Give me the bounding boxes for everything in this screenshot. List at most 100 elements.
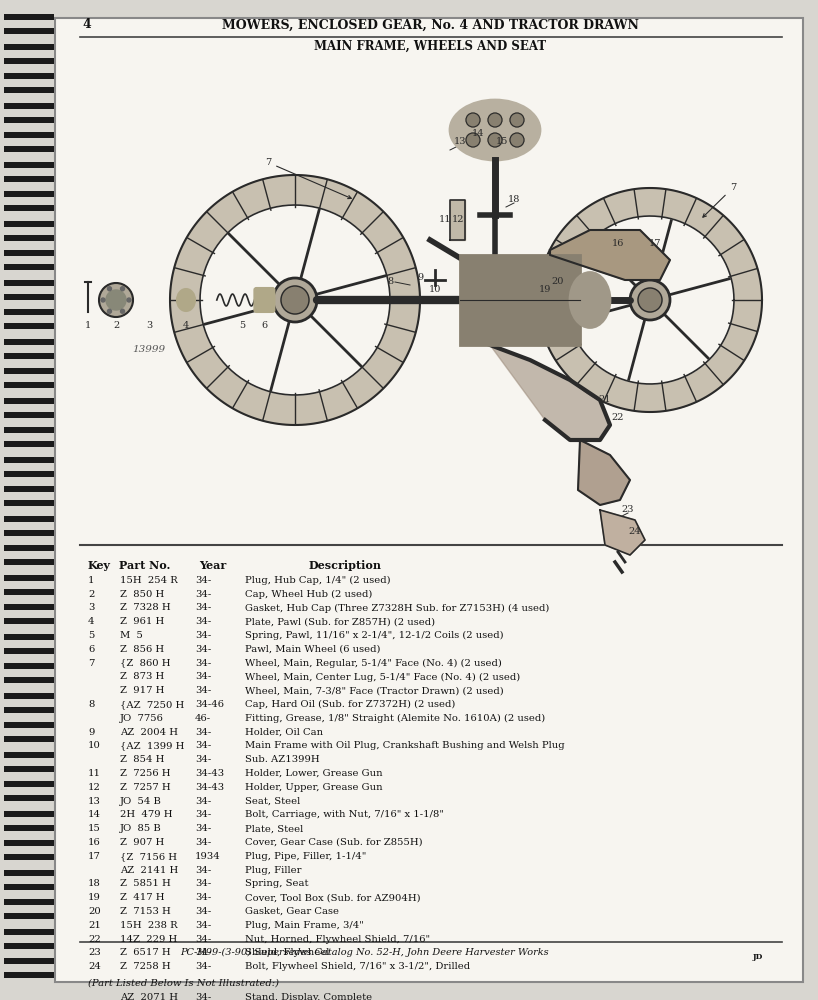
Text: 34-: 34-: [195, 907, 211, 916]
Text: Z  850 H: Z 850 H: [120, 590, 164, 599]
Bar: [4, 640, 54, 648]
Bar: [4, 610, 54, 618]
Bar: [4, 492, 54, 500]
Circle shape: [101, 298, 105, 302]
Bar: [4, 905, 54, 913]
Text: Plate, Steel: Plate, Steel: [245, 824, 303, 833]
Text: 2H  479 H: 2H 479 H: [120, 810, 173, 819]
Text: 23: 23: [88, 948, 101, 957]
Polygon shape: [490, 345, 610, 440]
Text: 15: 15: [88, 824, 101, 833]
Text: 34-: 34-: [195, 838, 211, 847]
Text: Plate, Pawl (Sub. for Z857H) (2 used): Plate, Pawl (Sub. for Z857H) (2 used): [245, 617, 435, 626]
Text: 34-: 34-: [195, 866, 211, 875]
Text: JO  54 B: JO 54 B: [120, 797, 162, 806]
Bar: [4, 309, 54, 329]
Text: Description: Description: [308, 560, 381, 571]
Bar: [4, 840, 54, 860]
Text: 21: 21: [599, 395, 611, 404]
Polygon shape: [200, 205, 390, 395]
Circle shape: [488, 133, 502, 147]
Text: 2: 2: [88, 590, 94, 599]
Circle shape: [273, 278, 317, 322]
Bar: [4, 698, 54, 706]
Text: Holder, Lower, Grease Gun: Holder, Lower, Grease Gun: [245, 769, 383, 778]
Text: 1934: 1934: [195, 852, 221, 861]
Text: AZ  2004 H: AZ 2004 H: [120, 728, 178, 737]
Bar: [4, 250, 54, 270]
Text: MAIN FRAME, WHEELS AND SEAT: MAIN FRAME, WHEELS AND SEAT: [314, 39, 546, 52]
Text: 34-: 34-: [195, 810, 211, 819]
Text: Z  917 H: Z 917 H: [120, 686, 164, 695]
Text: 34-: 34-: [195, 645, 211, 654]
Text: Seat, Steel: Seat, Steel: [245, 797, 300, 806]
Text: Cap, Wheel Hub (2 used): Cap, Wheel Hub (2 used): [245, 590, 372, 599]
Text: 1: 1: [88, 576, 95, 585]
Bar: [4, 43, 54, 64]
Circle shape: [140, 290, 160, 310]
Bar: [4, 456, 54, 477]
Text: Sub. AZ1399H: Sub. AZ1399H: [245, 755, 320, 764]
Bar: [4, 20, 54, 28]
Polygon shape: [170, 175, 420, 425]
Text: 46-: 46-: [195, 714, 211, 723]
Text: 3: 3: [146, 322, 153, 330]
Bar: [4, 545, 54, 565]
Text: Key: Key: [88, 560, 111, 571]
Text: 13: 13: [88, 797, 101, 806]
Text: Z  7328 H: Z 7328 H: [120, 603, 171, 612]
Text: 9: 9: [88, 728, 94, 737]
Text: {Z  860 H: {Z 860 H: [120, 659, 170, 668]
Text: Z  7256 H: Z 7256 H: [120, 769, 170, 778]
Text: 34-43: 34-43: [195, 783, 224, 792]
Bar: [460, 255, 580, 345]
Text: Bolt, Flywheel Shield, 7/16" x 3-1/2", Drilled: Bolt, Flywheel Shield, 7/16" x 3-1/2", D…: [245, 962, 470, 971]
Circle shape: [510, 113, 524, 127]
Text: 34-: 34-: [195, 741, 211, 750]
Bar: [4, 433, 54, 441]
Bar: [4, 934, 54, 942]
Polygon shape: [600, 510, 645, 555]
Bar: [4, 368, 54, 388]
Text: 21: 21: [88, 921, 101, 930]
Text: 22: 22: [88, 935, 101, 944]
Bar: [4, 604, 54, 624]
Bar: [4, 197, 54, 205]
Text: 4: 4: [82, 18, 91, 31]
Text: 8: 8: [387, 277, 393, 286]
Text: Plug, Hub Cap, 1/4" (2 used): Plug, Hub Cap, 1/4" (2 used): [245, 576, 391, 585]
Text: 34-: 34-: [195, 617, 211, 626]
Text: Pawl, Main Wheel (6 used): Pawl, Main Wheel (6 used): [245, 645, 380, 654]
Bar: [4, 574, 54, 594]
Text: Stand, Display, Complete: Stand, Display, Complete: [245, 993, 372, 1000]
Bar: [4, 374, 54, 382]
Circle shape: [120, 287, 124, 291]
Text: Z  7153 H: Z 7153 H: [120, 907, 171, 916]
Bar: [4, 138, 54, 146]
Bar: [4, 315, 54, 323]
Bar: [4, 516, 54, 536]
Text: Z  854 H: Z 854 H: [120, 755, 164, 764]
Circle shape: [638, 288, 662, 312]
Polygon shape: [450, 200, 465, 240]
Circle shape: [106, 290, 126, 310]
Text: Wheel, Main, Regular, 5-1/4" Face (No. 4) (2 used): Wheel, Main, Regular, 5-1/4" Face (No. 4…: [245, 659, 502, 668]
Text: Spring, Pawl, 11/16" x 2-1/4", 12-1/2 Coils (2 used): Spring, Pawl, 11/16" x 2-1/4", 12-1/2 Co…: [245, 631, 504, 640]
Bar: [4, 810, 54, 830]
Bar: [4, 846, 54, 854]
Text: 14: 14: [88, 810, 101, 819]
Text: Cap, Hard Oil (Sub. for Z7372H) (2 used): Cap, Hard Oil (Sub. for Z7372H) (2 used): [245, 700, 456, 709]
Polygon shape: [550, 230, 670, 280]
Text: 34-: 34-: [195, 590, 211, 599]
Bar: [4, 427, 54, 447]
Text: 3: 3: [88, 603, 94, 612]
Text: 34-: 34-: [195, 948, 211, 957]
Circle shape: [466, 113, 480, 127]
Ellipse shape: [177, 289, 195, 311]
Text: Cover, Tool Box (Sub. for AZ904H): Cover, Tool Box (Sub. for AZ904H): [245, 893, 420, 902]
Text: Holder, Oil Can: Holder, Oil Can: [245, 728, 323, 737]
Text: 10: 10: [88, 741, 101, 750]
Text: 10: 10: [429, 286, 441, 294]
Bar: [4, 928, 54, 948]
Bar: [4, 781, 54, 801]
